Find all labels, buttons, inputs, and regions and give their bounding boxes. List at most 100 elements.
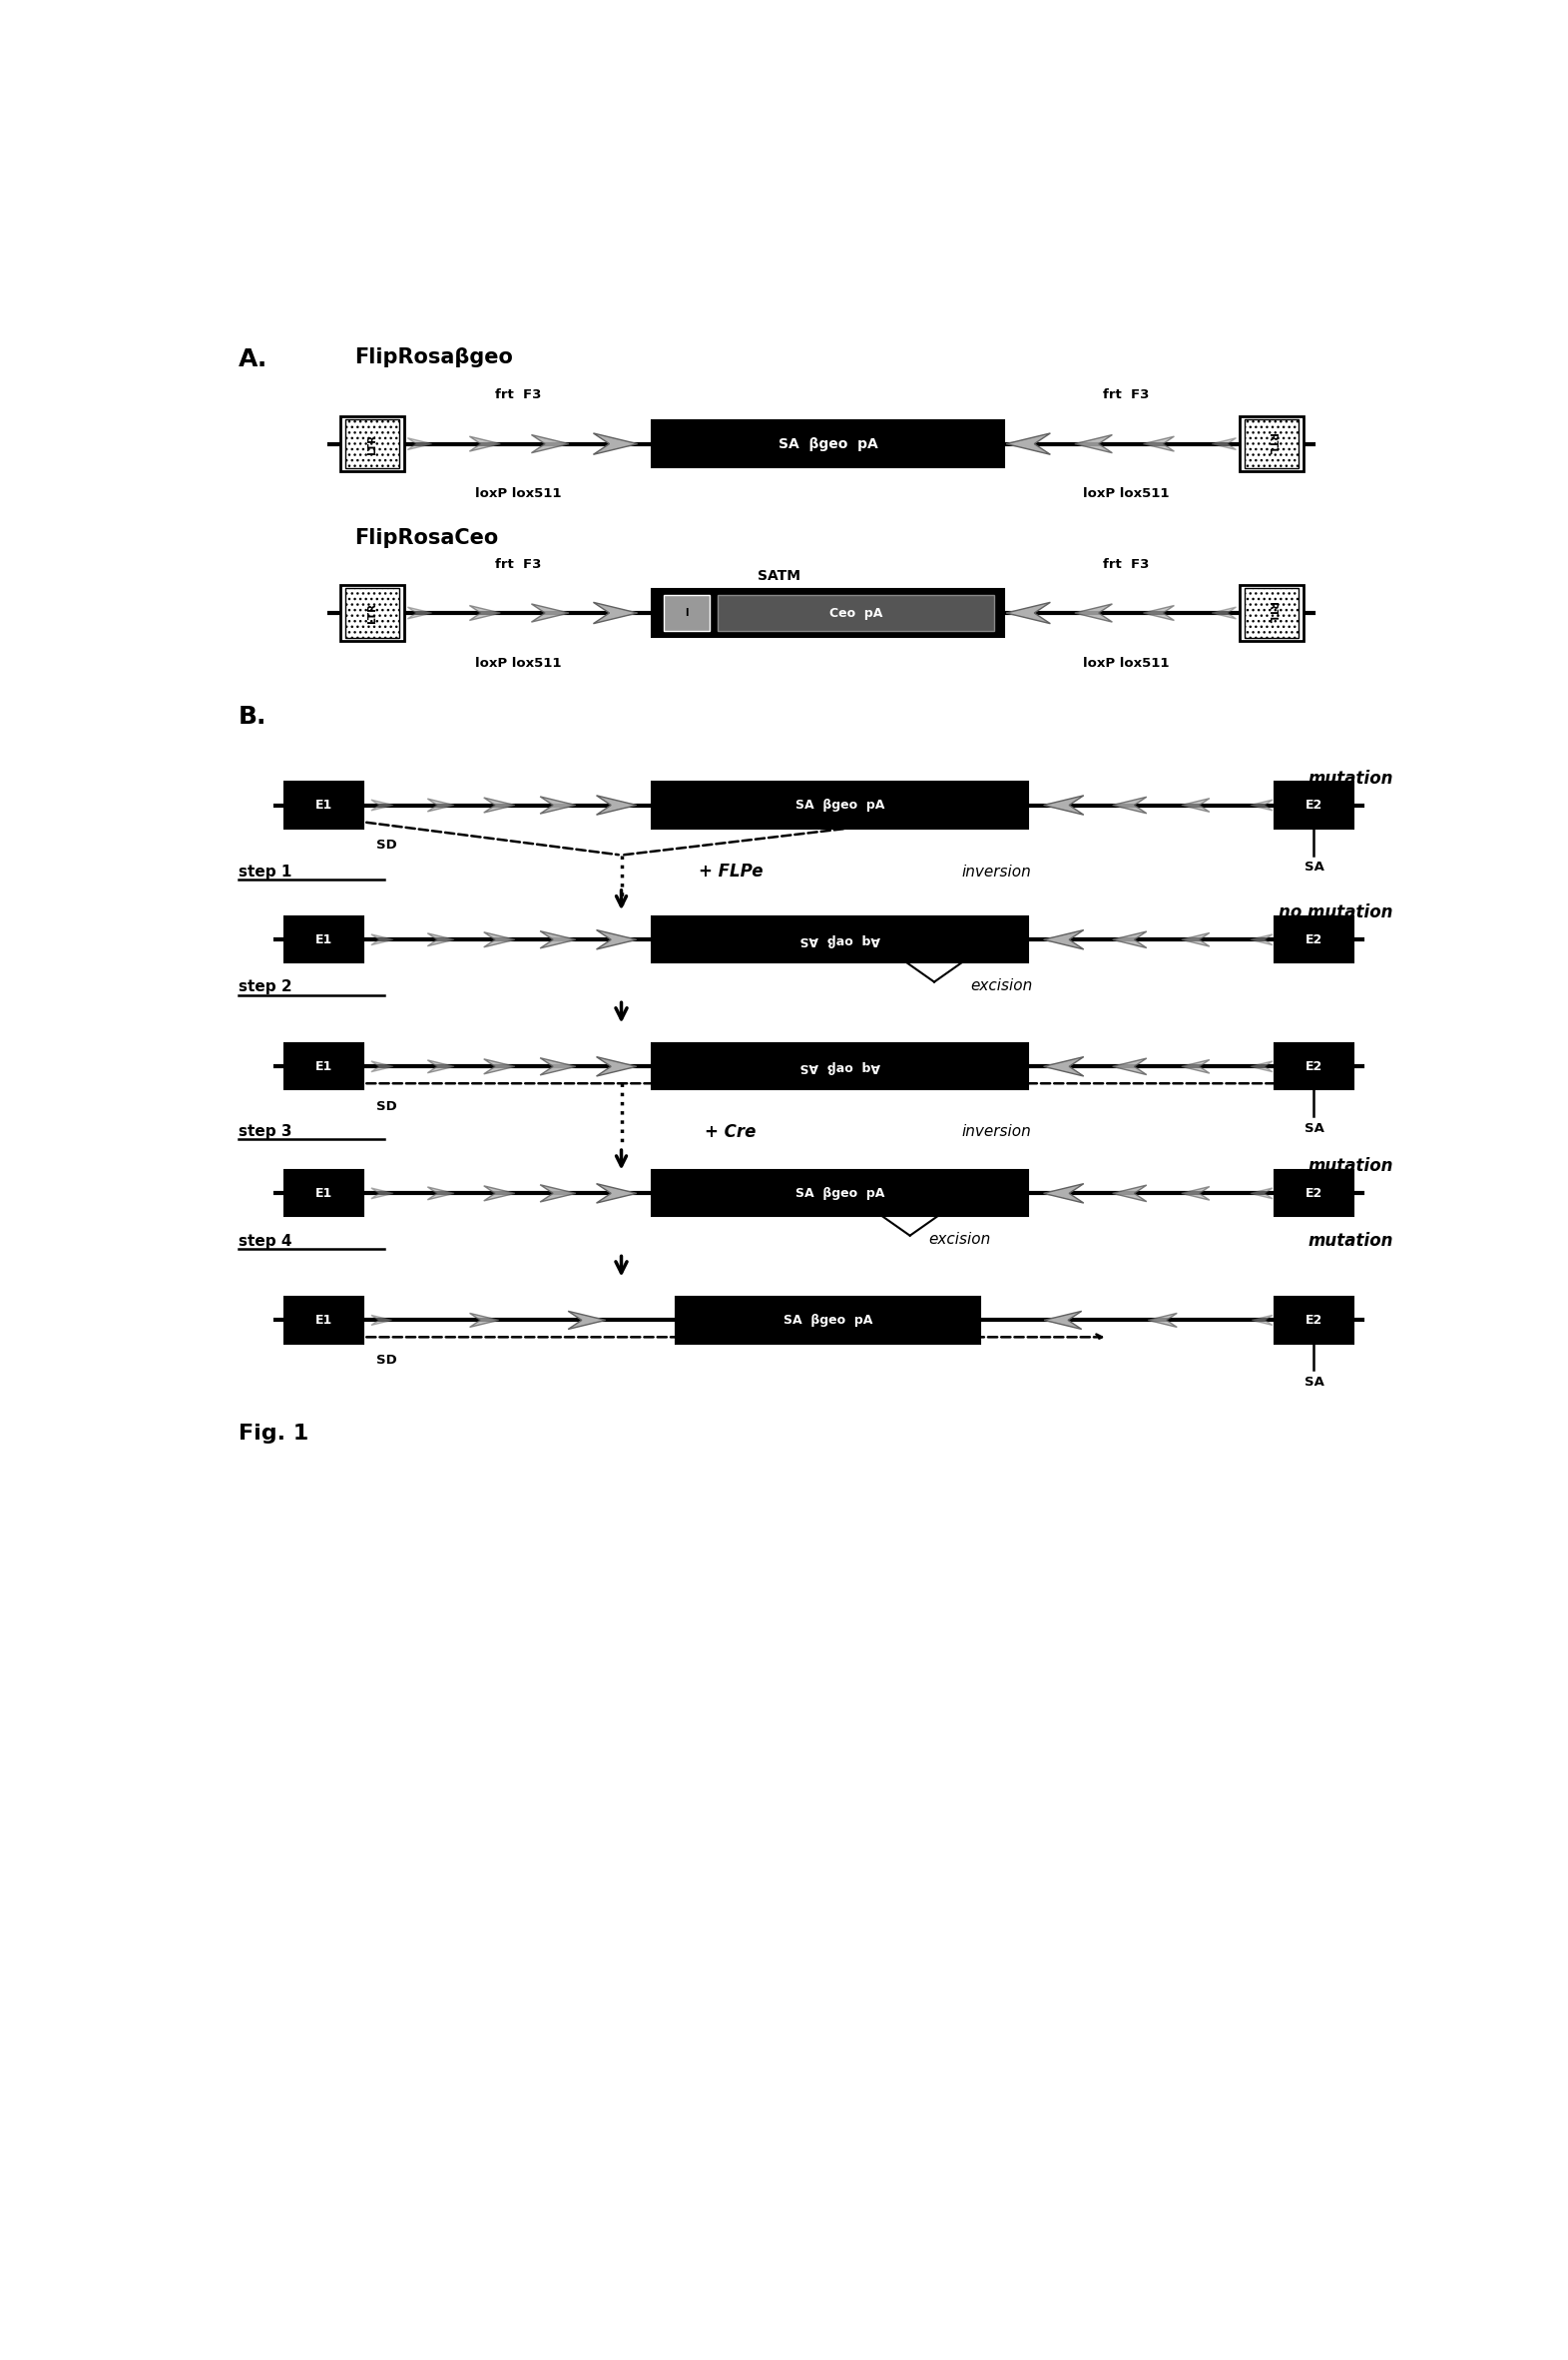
Polygon shape xyxy=(1074,434,1112,453)
Bar xyxy=(652,590,1004,637)
Text: no mutation: no mutation xyxy=(1278,904,1392,923)
Text: E1: E1 xyxy=(315,1315,332,1326)
Polygon shape xyxy=(428,932,455,946)
Text: E2: E2 xyxy=(1306,932,1322,946)
Bar xyxy=(284,1043,364,1090)
Text: + Cre: + Cre xyxy=(706,1123,756,1140)
Text: LTR: LTR xyxy=(367,434,378,453)
Polygon shape xyxy=(1113,1057,1146,1074)
Polygon shape xyxy=(428,798,455,812)
Polygon shape xyxy=(1250,1187,1273,1199)
Polygon shape xyxy=(1143,607,1174,621)
Polygon shape xyxy=(1044,1312,1082,1329)
Bar xyxy=(340,585,405,640)
Text: Aq  oɐβ  AS: Aq oɐβ AS xyxy=(800,932,880,946)
Polygon shape xyxy=(596,795,637,814)
Text: loxP lox511: loxP lox511 xyxy=(475,489,561,500)
Text: E2: E2 xyxy=(1306,798,1322,812)
Text: RTL: RTL xyxy=(1267,602,1276,623)
Polygon shape xyxy=(1250,935,1273,944)
Polygon shape xyxy=(1181,798,1209,812)
Text: E2: E2 xyxy=(1306,1060,1322,1074)
Polygon shape xyxy=(485,1060,514,1074)
Bar xyxy=(345,588,398,637)
Text: inversion: inversion xyxy=(961,864,1032,880)
Polygon shape xyxy=(532,604,569,623)
Text: SA: SA xyxy=(1305,861,1323,873)
Polygon shape xyxy=(1044,1057,1083,1076)
Text: SA  βgeo  pA: SA βgeo pA xyxy=(795,798,884,812)
Polygon shape xyxy=(1044,795,1083,814)
Text: mutation: mutation xyxy=(1308,1232,1392,1251)
Text: mutation: mutation xyxy=(1308,1156,1392,1175)
Text: excision: excision xyxy=(928,1232,991,1246)
Polygon shape xyxy=(593,434,638,455)
Polygon shape xyxy=(485,932,514,946)
Polygon shape xyxy=(469,437,500,451)
Text: SA  βgeo  pA: SA βgeo pA xyxy=(795,1187,884,1199)
Polygon shape xyxy=(1074,604,1112,623)
Polygon shape xyxy=(428,1060,455,1074)
Bar xyxy=(663,595,710,630)
Text: LTR: LTR xyxy=(367,602,378,623)
Polygon shape xyxy=(596,1185,637,1204)
Polygon shape xyxy=(596,1057,637,1076)
Polygon shape xyxy=(372,1187,394,1199)
Polygon shape xyxy=(1148,1312,1178,1326)
Polygon shape xyxy=(485,798,514,812)
Bar xyxy=(652,781,1029,828)
Text: mutation: mutation xyxy=(1308,769,1392,788)
Polygon shape xyxy=(469,607,500,621)
Polygon shape xyxy=(1181,1060,1209,1074)
Polygon shape xyxy=(1250,1062,1273,1071)
Bar xyxy=(652,916,1029,963)
Text: A.: A. xyxy=(238,347,268,373)
Bar xyxy=(345,588,398,637)
Polygon shape xyxy=(408,607,431,618)
Text: step 2: step 2 xyxy=(238,979,292,996)
Bar xyxy=(652,1043,1029,1090)
Bar xyxy=(284,916,364,963)
Bar xyxy=(1240,585,1303,640)
Text: SD: SD xyxy=(376,1100,397,1114)
Text: frt  F3: frt F3 xyxy=(1102,389,1149,401)
Text: E1: E1 xyxy=(315,798,332,812)
Polygon shape xyxy=(1250,800,1273,809)
Text: frt  F3: frt F3 xyxy=(1102,557,1149,571)
Text: frt  F3: frt F3 xyxy=(495,557,541,571)
Polygon shape xyxy=(596,930,637,949)
Polygon shape xyxy=(539,1185,575,1201)
Text: step 3: step 3 xyxy=(238,1123,292,1140)
Polygon shape xyxy=(1212,439,1236,451)
Text: loxP lox511: loxP lox511 xyxy=(475,656,561,670)
Bar xyxy=(652,1171,1029,1215)
Text: frt  F3: frt F3 xyxy=(495,389,541,401)
Polygon shape xyxy=(428,1187,455,1199)
Text: SATM: SATM xyxy=(757,569,801,583)
Text: loxP lox511: loxP lox511 xyxy=(1082,489,1168,500)
Text: E1: E1 xyxy=(315,1187,332,1199)
Bar xyxy=(1245,420,1298,467)
Text: step 1: step 1 xyxy=(238,864,292,880)
Text: RTL: RTL xyxy=(1267,434,1276,455)
Polygon shape xyxy=(1044,1185,1083,1204)
Polygon shape xyxy=(1113,1185,1146,1201)
Polygon shape xyxy=(1143,437,1174,451)
Polygon shape xyxy=(1044,930,1083,949)
Text: SA: SA xyxy=(1305,1121,1323,1135)
Polygon shape xyxy=(539,798,575,814)
Polygon shape xyxy=(1212,607,1236,618)
Text: SD: SD xyxy=(376,838,397,852)
Text: loxP lox511: loxP lox511 xyxy=(1082,656,1168,670)
Bar xyxy=(284,1298,364,1343)
Polygon shape xyxy=(372,1062,394,1071)
Polygon shape xyxy=(1007,602,1051,623)
Polygon shape xyxy=(539,932,575,949)
Text: SD: SD xyxy=(376,1355,397,1366)
Bar xyxy=(1275,781,1353,828)
Polygon shape xyxy=(1251,1315,1272,1326)
Bar xyxy=(284,781,364,828)
Bar xyxy=(1245,588,1298,637)
Text: E1: E1 xyxy=(315,1060,332,1074)
Polygon shape xyxy=(372,935,394,944)
